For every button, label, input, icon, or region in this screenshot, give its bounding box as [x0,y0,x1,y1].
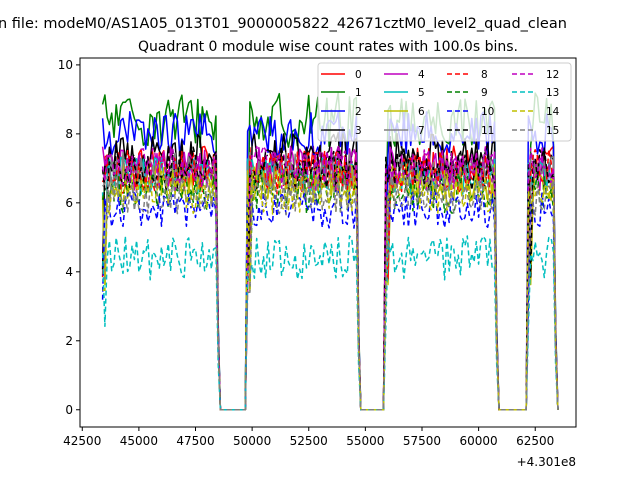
x-tick-label: 47500 [176,434,214,448]
series-line-13 [101,235,559,411]
legend-label-4: 4 [418,69,425,81]
series-line-14 [102,169,559,411]
legend-label-6: 6 [418,106,425,118]
x-tick-label: 62500 [516,434,554,448]
figure-suptitle: n file: modeM0/AS1A05_013T01_9000005822_… [0,16,567,32]
legend-label-8: 8 [481,69,488,81]
legend-label-12: 12 [546,69,559,81]
legend-label-2: 2 [355,106,362,118]
series-line-10 [101,189,559,411]
series-line-12 [101,145,559,411]
legend-label-0: 0 [355,69,362,81]
y-tick-label: 0 [65,403,73,417]
x-tick-label: 50000 [233,434,271,448]
legend-label-9: 9 [481,87,488,99]
x-tick-label: 52500 [290,434,328,448]
plot-area-frame [79,57,577,428]
legend-label-3: 3 [355,125,362,137]
legend-label-11: 11 [481,125,494,137]
x-tick-label: 45000 [120,434,158,448]
legend-label-1: 1 [355,87,362,99]
legend-label-15: 15 [546,125,559,137]
x-tick-label: 57500 [403,434,441,448]
legend-label-10: 10 [481,106,494,118]
legend-label-14: 14 [546,106,560,118]
y-tick-label: 10 [58,58,73,72]
x-tick-label: 60000 [460,434,498,448]
x-tick-label: 42500 [63,434,101,448]
chart-title: Quadrant 0 module wise count rates with … [138,39,518,55]
x-axis-ticks: 42500 45000 47500 50000 52500 55000 57500 60000… [63,427,554,448]
x-tick-label: 55000 [346,434,384,448]
legend-label-5: 5 [418,87,425,99]
y-tick-label: 2 [65,334,73,348]
legend-box [317,62,572,142]
x-axis-offset-label: +4.301e8 [517,455,576,469]
y-tick-label: 8 [65,127,73,141]
series-line-3 [101,132,559,411]
y-tick-label: 6 [65,196,73,210]
legend-label-13: 13 [546,87,559,99]
y-tick-label: 4 [65,265,73,279]
legend-label-7: 7 [418,125,425,137]
series-line-15 [102,175,559,411]
y-axis-ticks: 0 2 4 6 8 10 [58,58,80,417]
